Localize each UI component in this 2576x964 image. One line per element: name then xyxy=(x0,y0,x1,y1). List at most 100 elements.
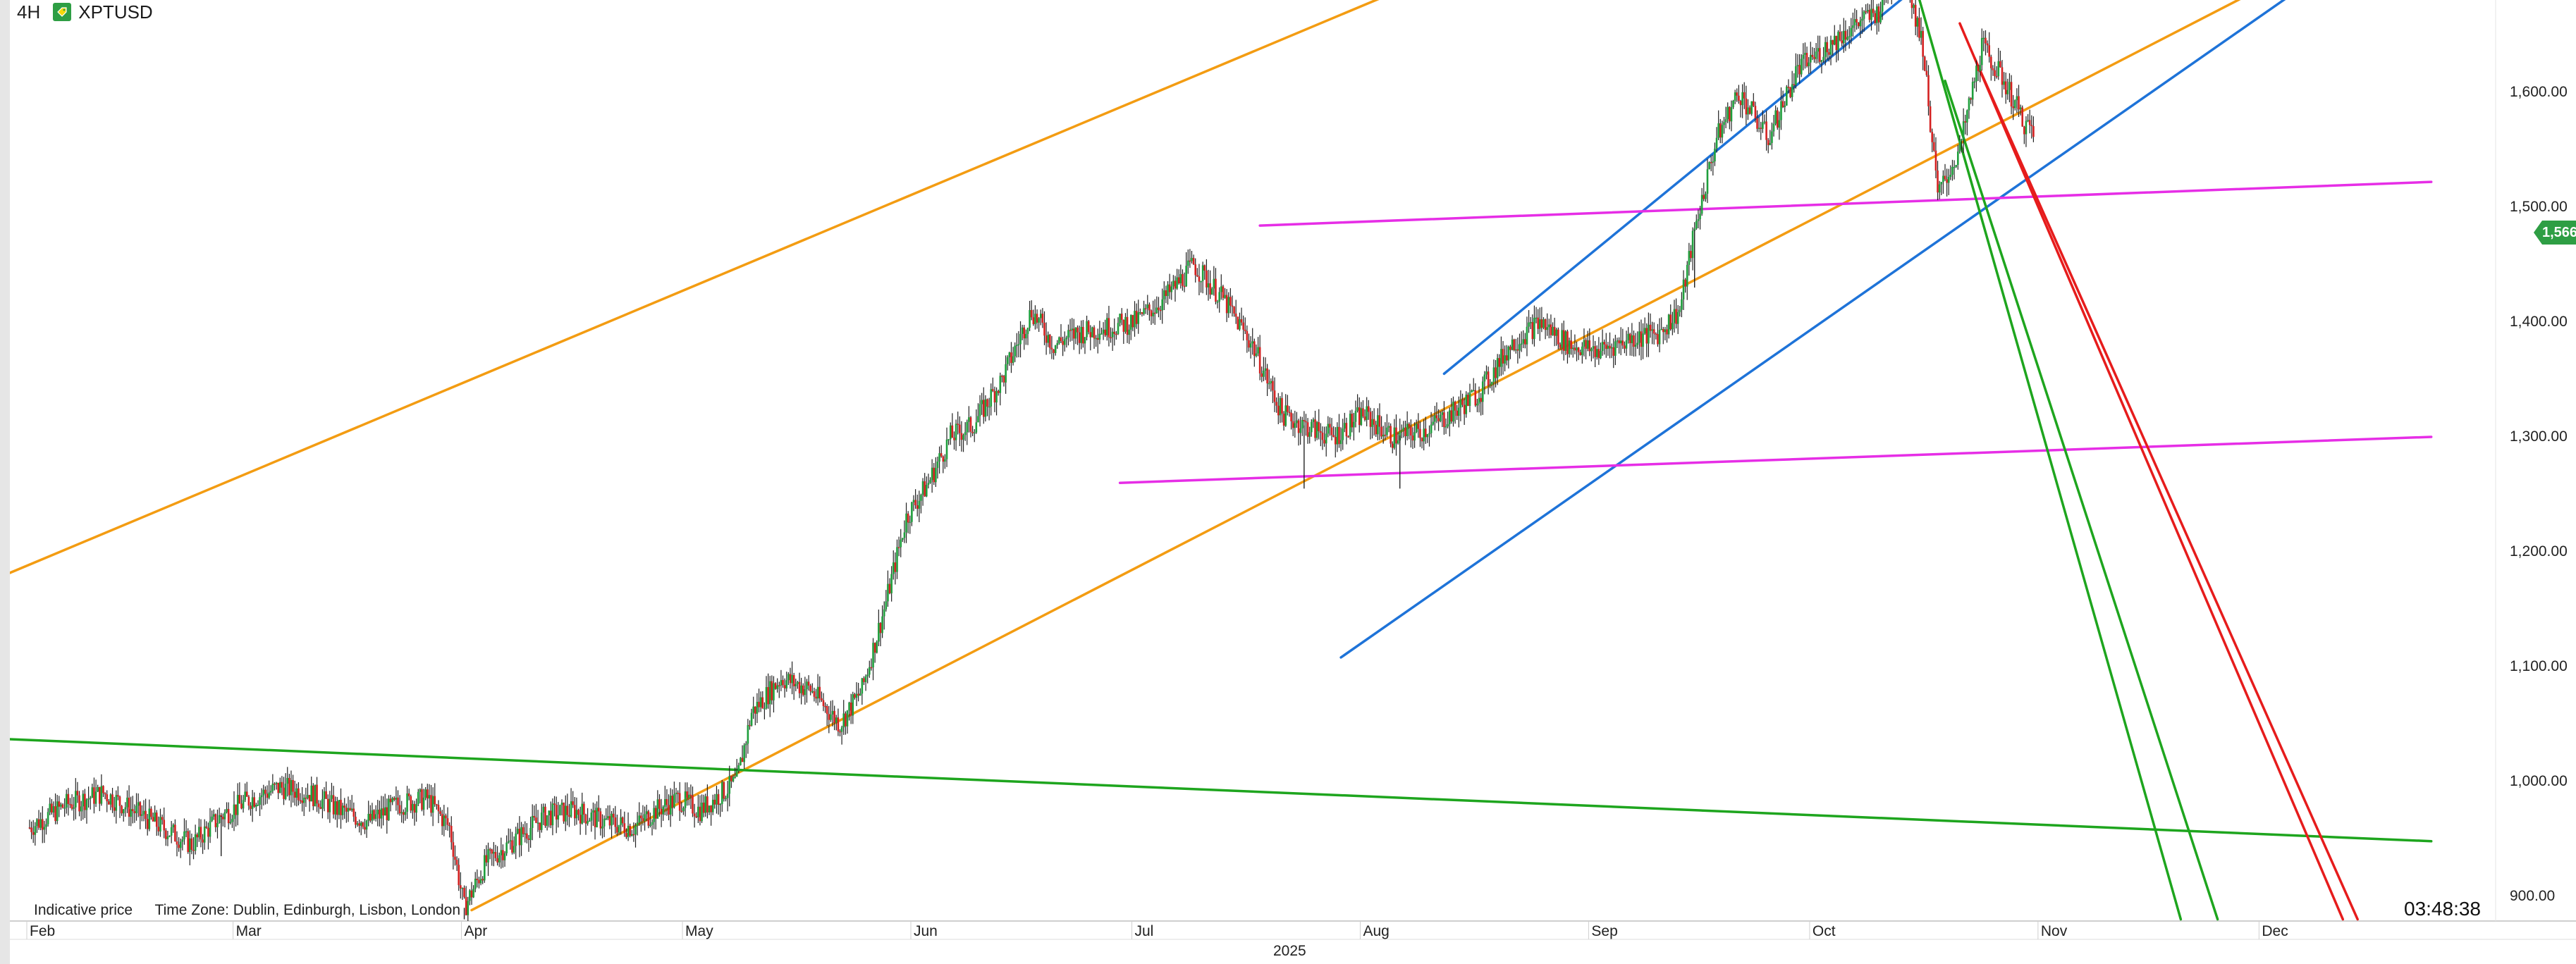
candle xyxy=(1940,182,1943,195)
candle xyxy=(1714,142,1716,166)
candle xyxy=(274,782,276,791)
candle xyxy=(1934,137,1937,178)
candle xyxy=(1143,300,1145,316)
candle xyxy=(888,578,891,595)
candle xyxy=(1303,411,1306,428)
candle xyxy=(1520,331,1523,352)
candle xyxy=(1592,335,1595,359)
candle xyxy=(916,494,919,517)
candle xyxy=(656,790,659,819)
candle xyxy=(936,456,939,479)
candle xyxy=(283,777,285,805)
candle xyxy=(1660,317,1662,330)
candle xyxy=(852,691,854,724)
candle xyxy=(1629,333,1631,356)
candle xyxy=(1382,426,1385,444)
candle xyxy=(798,672,801,698)
candle xyxy=(122,808,125,822)
x-tick-label: Nov xyxy=(2040,923,2068,939)
candle xyxy=(489,847,491,860)
candle xyxy=(75,778,77,820)
candle xyxy=(397,790,399,815)
y-tick-label: 1,500.00 xyxy=(2510,199,2568,215)
candle xyxy=(979,395,981,427)
y-tick-label: 1,400.00 xyxy=(2510,314,2568,330)
candle xyxy=(376,800,379,827)
candle xyxy=(1102,322,1105,340)
candle xyxy=(1734,89,1736,104)
y-tick-label: 1,600.00 xyxy=(2510,84,2568,100)
candle xyxy=(100,774,103,806)
candle xyxy=(1017,330,1020,358)
candle xyxy=(67,788,70,816)
candle xyxy=(574,796,576,826)
candle xyxy=(82,790,85,820)
candle xyxy=(1305,414,1307,436)
candle xyxy=(719,803,721,817)
candle xyxy=(1844,20,1847,51)
candle xyxy=(1292,413,1294,436)
candle xyxy=(725,796,727,802)
candle xyxy=(737,762,740,774)
candle xyxy=(583,801,585,823)
candle xyxy=(997,389,1000,396)
candle xyxy=(314,784,317,807)
candle xyxy=(1811,47,1814,61)
candle xyxy=(535,803,537,824)
symbol-wrap[interactable]: XPTUSD xyxy=(53,1,153,23)
candle xyxy=(647,810,650,829)
countdown-clock: 03:48:38 xyxy=(2404,898,2481,920)
candle xyxy=(962,433,964,452)
candle xyxy=(1119,313,1121,327)
candle xyxy=(1334,427,1337,458)
candle xyxy=(780,669,783,691)
candle xyxy=(2008,73,2011,103)
candle xyxy=(2028,109,2031,134)
candle xyxy=(1366,397,1368,427)
candle xyxy=(1619,327,1622,356)
candle xyxy=(1802,43,1805,70)
candle xyxy=(1832,39,1834,56)
candle xyxy=(1631,323,1633,357)
candle xyxy=(765,676,768,710)
candle xyxy=(487,842,489,877)
timeframe-label[interactable]: 4H xyxy=(17,1,41,23)
candle xyxy=(317,800,320,814)
candle xyxy=(767,673,769,709)
candle xyxy=(1884,0,1885,6)
candle xyxy=(113,796,116,817)
candle xyxy=(864,674,867,691)
candle xyxy=(382,796,384,826)
candle xyxy=(1962,108,1965,154)
candle xyxy=(450,816,453,850)
candle xyxy=(305,787,307,808)
candle xyxy=(1344,412,1346,433)
candle xyxy=(1964,114,1967,135)
candle xyxy=(1378,403,1381,440)
candle xyxy=(1065,335,1068,348)
candle xyxy=(1868,4,1871,23)
candle xyxy=(993,386,996,412)
candle xyxy=(1233,306,1235,317)
candle xyxy=(379,801,381,827)
candle xyxy=(872,638,874,681)
candle xyxy=(869,660,871,678)
candle xyxy=(1826,36,1829,61)
candle xyxy=(2018,85,2020,117)
candle xyxy=(726,781,729,812)
candle xyxy=(336,796,338,828)
candle xyxy=(863,676,865,686)
candle xyxy=(362,821,364,829)
candle xyxy=(1866,3,1869,14)
candle xyxy=(347,796,350,822)
candle xyxy=(39,812,42,831)
candle xyxy=(1108,305,1110,347)
candle xyxy=(546,815,548,831)
candle xyxy=(1373,408,1375,436)
candle xyxy=(391,796,393,805)
candle xyxy=(1758,116,1760,132)
candle xyxy=(1071,318,1073,341)
candle xyxy=(1282,411,1285,431)
